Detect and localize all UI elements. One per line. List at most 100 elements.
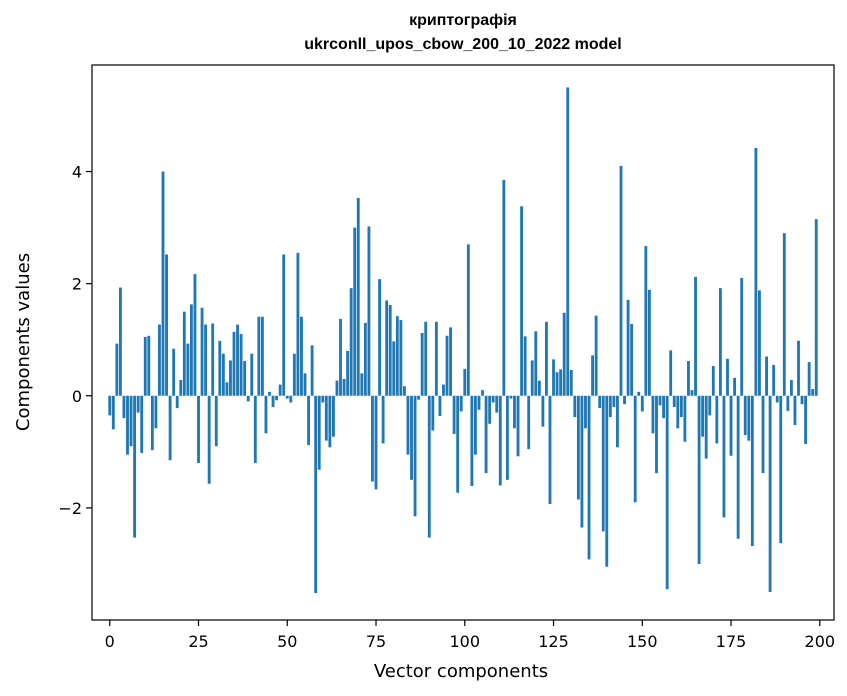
bar-98 [456, 395, 460, 493]
bar-175 [729, 395, 733, 456]
bar-184 [761, 395, 765, 474]
bar-69 [353, 227, 357, 396]
bar-152 [647, 289, 651, 396]
bar-102 [470, 395, 474, 487]
bar-67 [346, 350, 350, 396]
bar-66 [342, 378, 346, 396]
bar-48 [278, 384, 282, 396]
bar-88 [420, 332, 424, 396]
bar-192 [789, 380, 793, 396]
bar-46 [271, 395, 275, 407]
bar-13 [154, 395, 158, 429]
bar-1 [111, 395, 115, 430]
bar-159 [672, 395, 676, 407]
bar-103 [474, 395, 477, 455]
bar-14 [158, 324, 161, 396]
y-tick-label: 2 [72, 275, 82, 294]
bar-170 [711, 366, 715, 396]
bar-81 [395, 316, 399, 396]
bar-131 [573, 395, 577, 418]
bar-112 [505, 395, 509, 480]
bar-49 [282, 254, 286, 396]
bar-147 [630, 324, 634, 396]
bar-80 [392, 341, 396, 396]
bar-145 [623, 395, 626, 405]
bar-163 [687, 361, 690, 396]
bar-84 [406, 395, 410, 455]
bar-178 [740, 278, 744, 396]
x-tick-label: 0 [105, 632, 115, 651]
bar-161 [679, 395, 683, 418]
bar-197 [807, 362, 811, 396]
bar-194 [797, 340, 800, 396]
bar-85 [410, 395, 413, 480]
y-axis-label: Components values [13, 253, 34, 431]
bar-199 [814, 219, 818, 396]
y-axis-ticks: −2 0 2 4 [58, 163, 92, 518]
bar-59 [317, 395, 321, 470]
bar-139 [601, 395, 605, 532]
bar-99 [459, 395, 463, 412]
bar-4 [122, 395, 126, 419]
bar-129 [566, 87, 570, 396]
bar-75 [374, 395, 378, 490]
bar-167 [701, 395, 705, 437]
bar-182 [754, 147, 758, 396]
bar-45 [268, 391, 271, 396]
bar-58 [314, 395, 318, 594]
bar-77 [381, 395, 385, 444]
bar-157 [665, 395, 669, 590]
bar-71 [360, 373, 364, 396]
bar-190 [782, 233, 786, 396]
x-tick-label: 100 [450, 632, 481, 651]
bar-180 [747, 395, 751, 441]
bar-173 [722, 395, 726, 518]
bar-120 [534, 331, 538, 396]
bar-114 [513, 395, 516, 429]
bar-183 [758, 290, 761, 396]
bar-74 [371, 395, 374, 482]
bar-119 [530, 360, 534, 396]
x-tick-label: 150 [627, 632, 658, 651]
bar-137 [594, 315, 598, 396]
bar-122 [541, 395, 545, 427]
bar-37 [239, 334, 243, 396]
bar-76 [378, 279, 381, 396]
bar-92 [434, 321, 438, 396]
bar-60 [321, 395, 325, 403]
bar-8 [136, 395, 140, 413]
bar-187 [772, 364, 776, 396]
bar-198 [811, 389, 815, 396]
bar-127 [559, 369, 563, 396]
bar-177 [736, 395, 740, 539]
chart-title-line-2: ukrconll_upos_cbow_200_10_2022 model [304, 36, 622, 53]
x-tick-label: 75 [366, 632, 386, 651]
bar-56 [307, 395, 310, 446]
bar-50 [285, 395, 289, 399]
bar-150 [640, 395, 644, 412]
bar-41 [253, 395, 257, 464]
bar-63 [332, 395, 335, 437]
bar-104 [477, 395, 481, 410]
bar-18 [172, 348, 176, 396]
bar-57 [310, 345, 314, 396]
bar-0 [108, 395, 112, 416]
bar-72 [363, 322, 367, 396]
bar-171 [715, 395, 719, 444]
bar-172 [718, 288, 722, 396]
x-tick-label: 175 [716, 632, 747, 651]
bar-64 [335, 380, 339, 396]
bar-195 [800, 395, 804, 405]
bar-118 [527, 395, 531, 450]
bar-6 [129, 395, 133, 447]
bar-90 [427, 395, 431, 538]
bar-21 [182, 311, 186, 396]
chart-title-line-1: криптографія [409, 12, 517, 29]
bar-91 [431, 395, 435, 431]
y-tick-label: −2 [58, 499, 82, 518]
bar-155 [658, 395, 662, 406]
bar-126 [555, 372, 559, 396]
bar-42 [257, 316, 261, 396]
bar-189 [779, 395, 783, 544]
